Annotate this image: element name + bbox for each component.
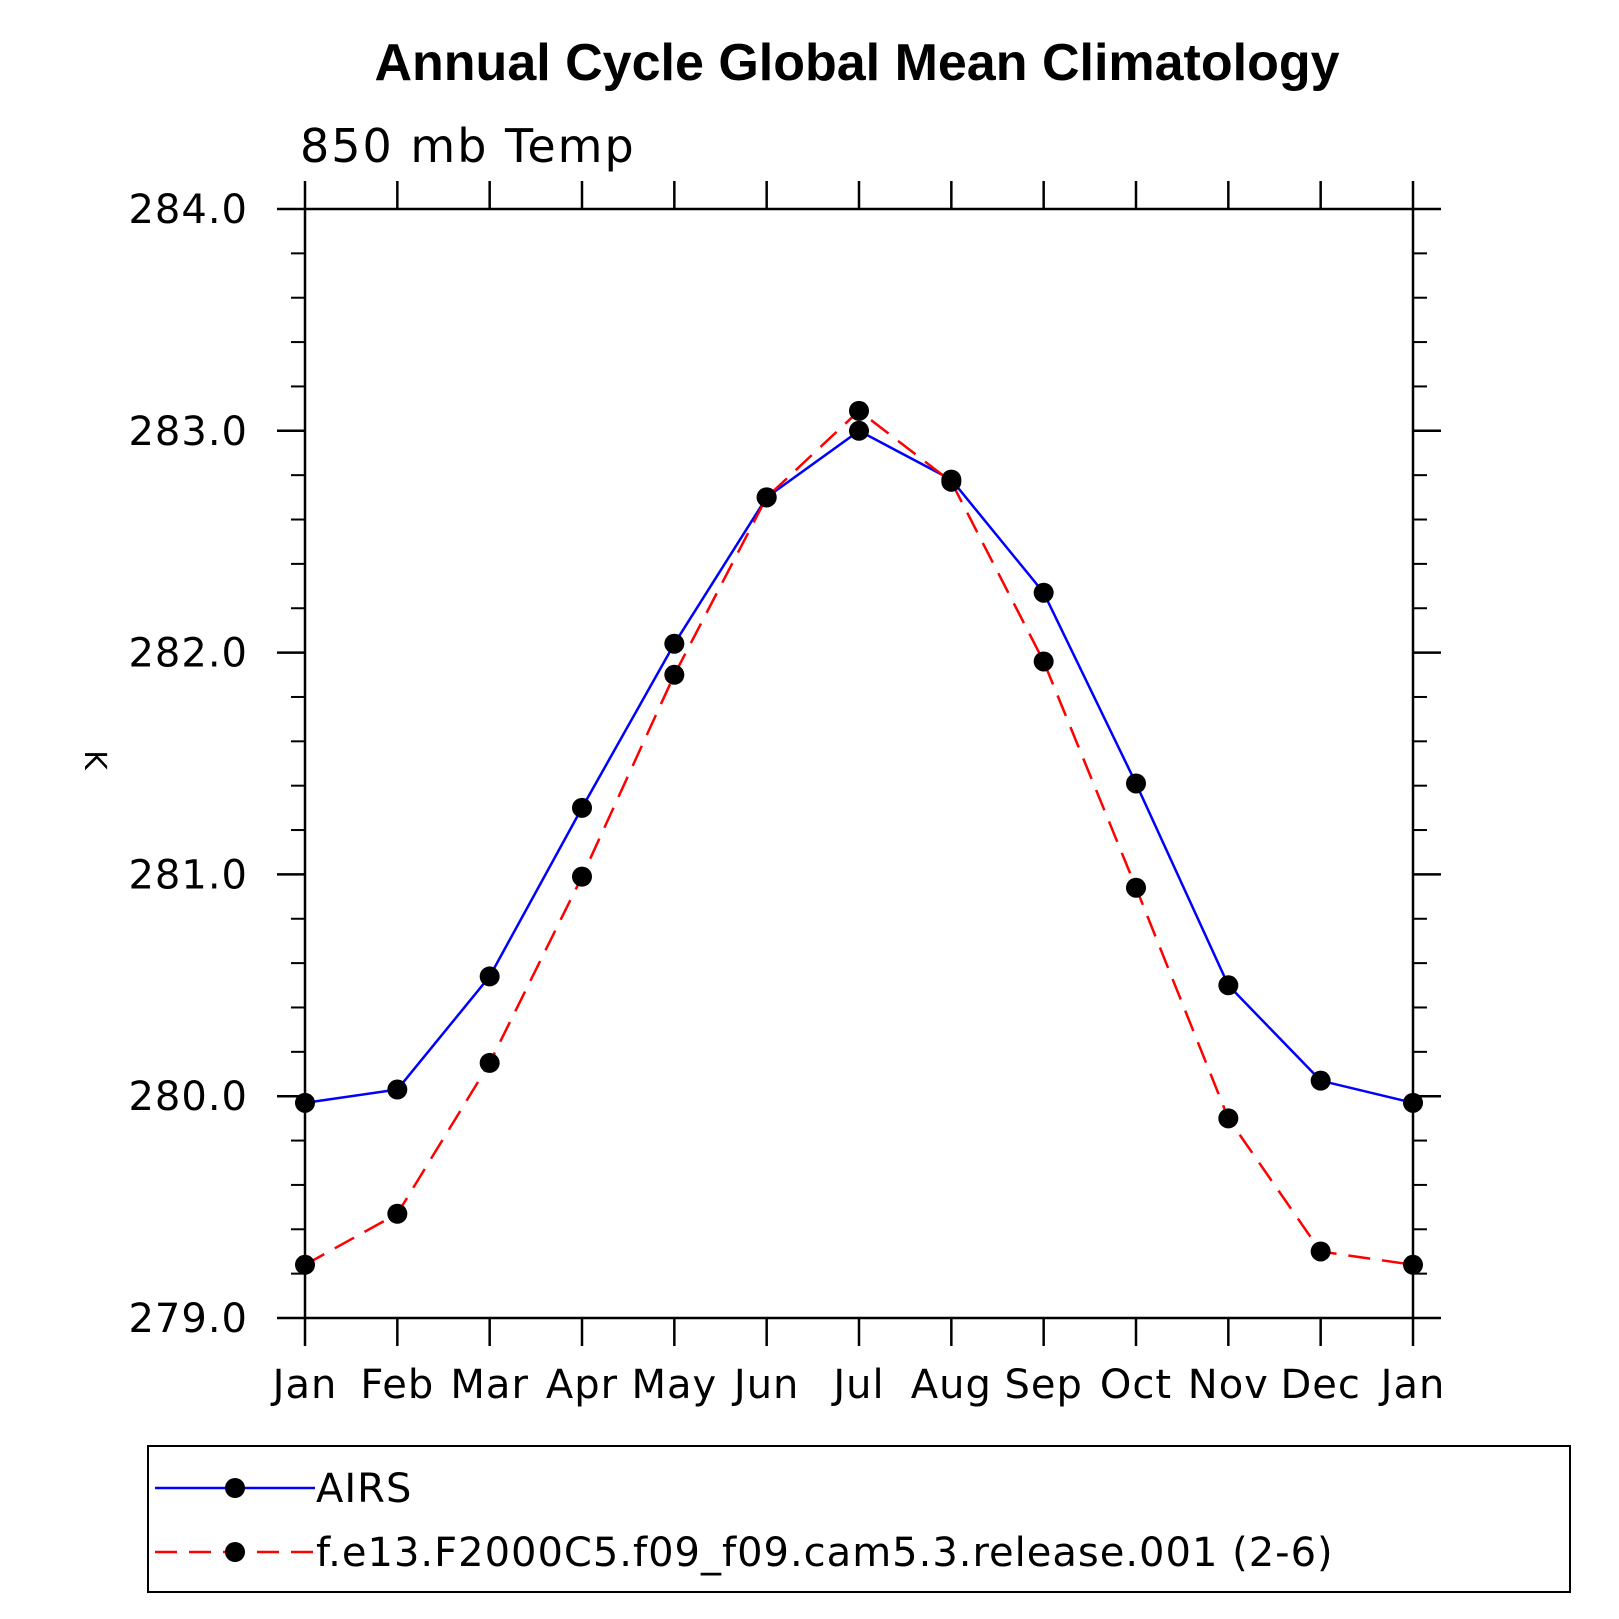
x-tick-label: Jun [731,1362,800,1408]
legend-label: AIRS [316,1466,412,1512]
data-point [1310,1241,1331,1262]
series-line [304,409,1414,1267]
x-tick-label: Apr [546,1362,618,1408]
data-point [1033,582,1054,603]
data-point [1126,773,1146,794]
x-tick-label: Mar [450,1362,528,1408]
x-tick-label: Nov [1188,1362,1269,1408]
data-point [664,664,685,685]
data-point [479,1052,500,1073]
legend-swatch-marker [225,1478,245,1498]
data-point [295,1254,315,1275]
data-point [1218,975,1239,996]
series-line [304,429,1414,1105]
data-point [387,1079,408,1100]
data-point [1310,1070,1331,1091]
data-point [1403,1254,1423,1275]
legend-box [147,1445,1571,1593]
y-tick-label: 284.0 [128,187,248,233]
legend-swatch-marker [225,1542,245,1562]
y-tick-label: 283.0 [128,409,248,455]
x-tick-label: Oct [1100,1362,1172,1408]
data-point [664,633,685,654]
x-tick-label: Feb [360,1362,434,1408]
series-1 [295,420,1423,1113]
data-point [572,797,592,818]
y-tick-label: 280.0 [128,1074,248,1120]
x-tick-label: May [631,1362,717,1408]
x-tick-label: Dec [1280,1362,1360,1408]
y-tick-label: 281.0 [128,852,248,898]
data-point [572,866,592,887]
plot-frame [303,207,1415,1320]
legend-label: f.e13.F2000C5.f09_f09.cam5.3.release.001… [316,1530,1334,1576]
chart-title: Annual Cycle Global Mean Climatology [374,34,1339,92]
x-tick-label: Jul [830,1362,884,1408]
data-point [479,966,500,987]
data-point [1033,651,1054,672]
x-tick-label: Jan [1378,1362,1446,1408]
data-point [941,471,962,492]
axes: 279.0 280.0 281.0 282.0 283.0 284.0 Jan Feb Mar A… [128,181,1446,1408]
data-point [849,420,869,441]
data-point [1218,1108,1239,1129]
y-axis-label: K [77,750,112,771]
y-tick-label: 282.0 [128,631,248,677]
data-point [849,400,869,421]
y-tick-label: 279.0 [128,1296,248,1342]
chart-subtitle: 850 mb Temp [300,119,636,173]
data-point [756,487,777,508]
x-tick-label: Jan [270,1362,338,1408]
series-layer [295,400,1423,1275]
series-2 [295,400,1423,1275]
data-point [387,1203,408,1224]
x-tick-label: Sep [1004,1362,1082,1408]
x-tick-label: Aug [911,1362,992,1408]
legend: AIRS f.e13.F2000C5.f09_f09.cam5.3.release… [147,1445,1571,1593]
data-point [1403,1092,1423,1113]
data-point [1126,877,1146,898]
data-point [295,1092,315,1113]
